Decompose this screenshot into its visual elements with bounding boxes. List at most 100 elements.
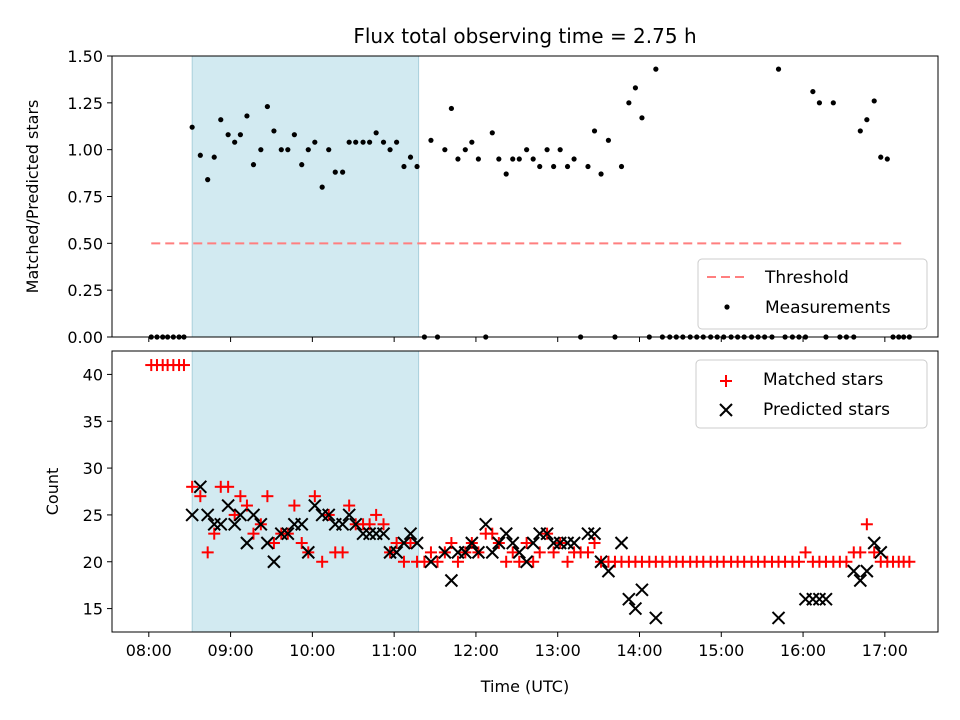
measurement-point xyxy=(618,163,625,170)
measurement-point xyxy=(218,117,224,123)
predicted-star-point xyxy=(254,517,268,531)
measurement-point xyxy=(278,147,284,153)
plot-frame-top xyxy=(111,55,939,338)
y-tick-label: 0.00 xyxy=(67,328,103,347)
count-points xyxy=(145,359,916,625)
measurement-point xyxy=(878,154,884,160)
y-tick-label: 0.25 xyxy=(67,281,103,300)
matched-star-point xyxy=(868,546,881,559)
predicted-star-point xyxy=(185,508,199,522)
measurement-point xyxy=(401,163,407,170)
predicted-star-point xyxy=(410,536,424,550)
measurement-point xyxy=(653,66,659,72)
measurement-point xyxy=(346,139,352,145)
matched-star-point xyxy=(288,499,301,512)
y-tick-label: 1.50 xyxy=(67,47,103,66)
x-tick-label: 08:00 xyxy=(126,641,172,660)
matched-star-point xyxy=(316,555,329,568)
predicted-star-point xyxy=(506,536,520,550)
measurement-point xyxy=(353,139,359,145)
matched-star-point xyxy=(424,546,437,559)
x-tick-label: 11:00 xyxy=(371,641,417,660)
x-tick-label: 10:00 xyxy=(289,641,335,660)
measurement-point xyxy=(305,147,311,153)
matched-star-point xyxy=(267,537,280,550)
measurement-point xyxy=(810,88,816,95)
measurement-point xyxy=(605,137,612,143)
legend-matched-label: Matched stars xyxy=(763,370,883,390)
matched-star-point xyxy=(451,555,464,568)
predicted-star-point xyxy=(471,545,486,560)
legend-bottom: Matched stars Predicted stars xyxy=(695,359,928,429)
measurement-point xyxy=(455,156,461,162)
predicted-star-point xyxy=(499,526,513,541)
y-tick-label: 25 xyxy=(83,506,103,525)
legend-predicted-swatch xyxy=(719,403,733,417)
measurement-point xyxy=(197,152,203,158)
measurement-point xyxy=(237,132,243,138)
x-tick-label: 13:00 xyxy=(535,641,581,660)
plot-frame-bottom xyxy=(111,350,939,633)
legend-measurements-label: Measurements xyxy=(765,298,891,318)
measurement-point xyxy=(367,139,373,145)
predicted-star-point xyxy=(281,526,295,541)
predicted-star-point xyxy=(458,545,473,560)
predicted-star-point xyxy=(322,508,336,522)
measurement-point xyxy=(232,139,238,145)
highlight-band-top xyxy=(191,55,420,338)
y-tick-label: 0.75 xyxy=(67,188,103,207)
measurement-point xyxy=(264,103,270,110)
predicted-star-point xyxy=(812,592,827,606)
predicted-star-point xyxy=(295,517,309,531)
predicted-star-point xyxy=(635,583,649,597)
predicted-star-point xyxy=(860,564,874,578)
matched-star-point xyxy=(418,555,431,568)
measurement-point xyxy=(871,98,877,104)
predicted-star-point xyxy=(362,526,377,541)
legend-threshold-label: Threshold xyxy=(764,268,849,288)
predicted-star-point xyxy=(214,517,228,531)
predicted-star-point xyxy=(874,545,888,560)
measurement-point xyxy=(816,100,823,106)
predicted-star-point xyxy=(867,536,881,550)
measurement-point xyxy=(312,139,318,145)
legend-top: Threshold Measurements xyxy=(697,258,928,330)
legend-matched-swatch xyxy=(720,375,732,387)
x-axis-top xyxy=(148,337,886,342)
measurement-point xyxy=(475,156,481,162)
measurement-point xyxy=(414,163,420,170)
predicted-star-point xyxy=(853,573,868,588)
measurement-point xyxy=(564,163,571,170)
measurement-point xyxy=(530,156,536,162)
x-axis-label: Time (UTC) xyxy=(480,677,569,696)
predicted-star-point xyxy=(274,526,288,541)
predicted-star-point xyxy=(389,545,404,560)
matched-star-point xyxy=(177,359,190,372)
y-tick-label: 0.50 xyxy=(67,234,103,253)
x-tick-label: 14:00 xyxy=(616,641,662,660)
x-axis-bottom: 08:00 09:00 10:00 11:00 12:00 13:00 14:00 15:00… xyxy=(126,632,908,660)
measurement-point xyxy=(360,139,366,145)
y-axis-label-top: Matched/Predicted stars xyxy=(23,100,42,294)
matched-star-point xyxy=(513,555,526,568)
measurement-point xyxy=(830,100,836,106)
measurement-point xyxy=(271,128,277,134)
x-tick-label: 09:00 xyxy=(208,641,254,660)
predicted-star-point xyxy=(581,526,595,541)
predicted-star-point xyxy=(540,526,554,541)
predicted-star-point xyxy=(221,498,235,513)
matched-star-point xyxy=(308,490,321,503)
measurement-point xyxy=(864,117,870,123)
measurement-point xyxy=(462,147,468,153)
measurement-point xyxy=(448,105,454,112)
matched-star-point xyxy=(222,480,235,493)
predicted-star-point xyxy=(397,536,411,550)
y-tick-label: 20 xyxy=(83,553,103,572)
predicted-star-point xyxy=(438,545,452,560)
y-tick-label: 40 xyxy=(83,365,103,384)
matched-star-point xyxy=(234,490,247,503)
highlight-band-bottom xyxy=(191,350,420,633)
predicted-star-point xyxy=(246,508,261,522)
measurement-point xyxy=(469,139,475,145)
measurement-point xyxy=(626,100,632,106)
